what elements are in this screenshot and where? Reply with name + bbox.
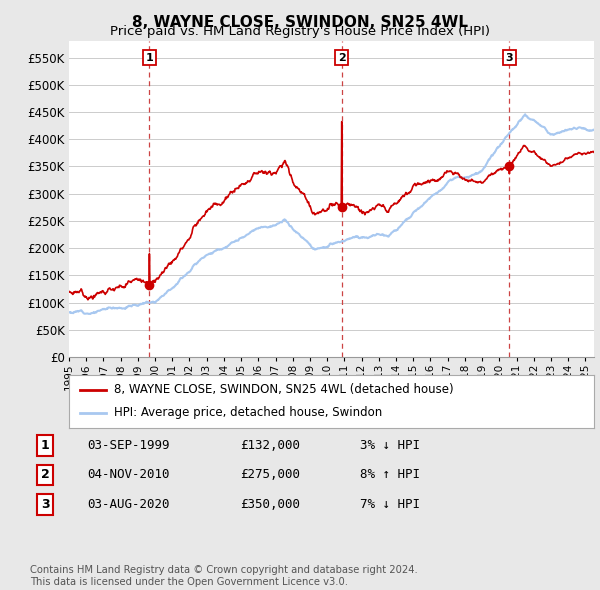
Text: £350,000: £350,000 (240, 498, 300, 511)
Text: 2: 2 (338, 53, 346, 63)
Text: £275,000: £275,000 (240, 468, 300, 481)
Text: Contains HM Land Registry data © Crown copyright and database right 2024.
This d: Contains HM Land Registry data © Crown c… (30, 565, 418, 587)
Text: 3: 3 (41, 498, 49, 511)
Text: 1: 1 (146, 53, 153, 63)
Text: Price paid vs. HM Land Registry's House Price Index (HPI): Price paid vs. HM Land Registry's House … (110, 25, 490, 38)
Text: 7% ↓ HPI: 7% ↓ HPI (360, 498, 420, 511)
Text: 03-AUG-2020: 03-AUG-2020 (87, 498, 170, 511)
Text: 3% ↓ HPI: 3% ↓ HPI (360, 439, 420, 452)
Text: £132,000: £132,000 (240, 439, 300, 452)
Text: 8, WAYNE CLOSE, SWINDON, SN25 4WL (detached house): 8, WAYNE CLOSE, SWINDON, SN25 4WL (detac… (113, 383, 453, 396)
Text: 03-SEP-1999: 03-SEP-1999 (87, 439, 170, 452)
Text: 1: 1 (41, 439, 49, 452)
Text: 8% ↑ HPI: 8% ↑ HPI (360, 468, 420, 481)
Text: 3: 3 (506, 53, 513, 63)
Text: 04-NOV-2010: 04-NOV-2010 (87, 468, 170, 481)
Text: HPI: Average price, detached house, Swindon: HPI: Average price, detached house, Swin… (113, 407, 382, 419)
Text: 8, WAYNE CLOSE, SWINDON, SN25 4WL: 8, WAYNE CLOSE, SWINDON, SN25 4WL (132, 15, 468, 30)
Text: 2: 2 (41, 468, 49, 481)
